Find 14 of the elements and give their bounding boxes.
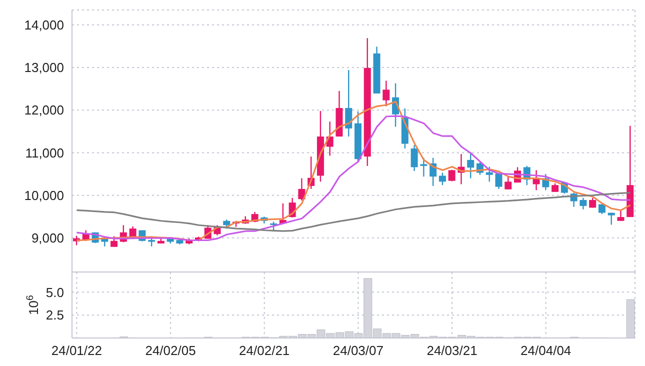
- y-tick-label: 2.5: [46, 308, 64, 323]
- y-tick-label: 10,000: [24, 188, 64, 203]
- y-tick-label: 5.0: [46, 284, 64, 300]
- x-tick-label: 24/03/21: [426, 343, 478, 358]
- x-tick-label: 24/02/21: [239, 343, 290, 358]
- y-tick-label: 13,000: [24, 60, 64, 76]
- y-tick-label: 9,000: [31, 230, 64, 246]
- y-tick-label: 11,000: [25, 145, 64, 160]
- y-tick-label: 12,000: [24, 102, 64, 118]
- x-tick-label: 24/04/04: [520, 343, 572, 358]
- y-tick-label: 14,000: [24, 18, 64, 33]
- x-tick-label: 24/02/05: [145, 343, 196, 358]
- x-tick-label: 24/03/07: [332, 343, 384, 358]
- x-tick-label: 24/01/22: [51, 343, 102, 358]
